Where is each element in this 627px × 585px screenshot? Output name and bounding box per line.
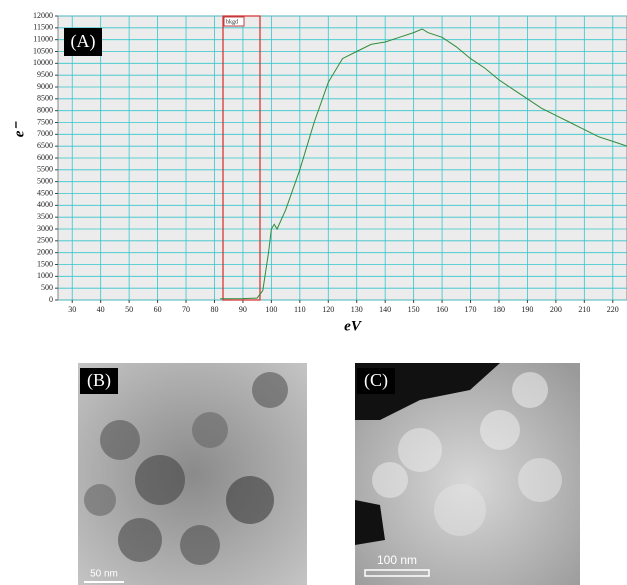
tem-image-c: (C) 100 nm (355, 363, 580, 585)
x-tick-label: 60 (154, 305, 162, 314)
x-tick-label: 140 (379, 305, 391, 314)
y-tick-label: 3500 (37, 212, 53, 221)
y-axis-label: e⁻ (11, 121, 27, 138)
x-tick-label: 70 (182, 305, 190, 314)
y-tick-label: 5500 (37, 165, 53, 174)
x-tick-label: 120 (322, 305, 334, 314)
x-tick-label: 110 (294, 305, 306, 314)
y-tick-label: 11500 (33, 23, 53, 32)
scale-bar-label: 50 nm (90, 569, 118, 580)
x-tick-label: 130 (351, 305, 363, 314)
x-tick-label: 150 (408, 305, 420, 314)
y-tick-label: 1000 (37, 271, 53, 280)
x-tick-label: 30 (68, 305, 76, 314)
y-tick-label: 10500 (33, 46, 53, 55)
image-label: (C) (364, 370, 388, 391)
panel-label-box (64, 28, 102, 56)
y-tick-label: 2500 (37, 236, 53, 245)
x-tick-label: 160 (436, 305, 448, 314)
x-tick-label: 40 (97, 305, 105, 314)
x-tick-label: 170 (465, 305, 477, 314)
window-label-box (223, 16, 245, 27)
y-tick-label: 7000 (37, 129, 53, 138)
y-tick-label: 2000 (37, 247, 53, 256)
x-tick-label: 180 (493, 305, 505, 314)
y-tick-label: 0 (49, 295, 53, 304)
x-tick-label: 210 (578, 305, 590, 314)
x-axis-label: eV (344, 318, 363, 334)
scale-bar-label: 100 nm (377, 553, 417, 567)
x-tick-label: 200 (550, 305, 562, 314)
x-tick-label: 80 (210, 305, 218, 314)
x-tick-label: 90 (239, 305, 247, 314)
y-tick-label: 10000 (33, 58, 53, 67)
panel-label: (A) (71, 31, 96, 52)
x-tick-label: 100 (265, 305, 277, 314)
y-tick-label: 1500 (37, 259, 53, 268)
y-tick-label: 6000 (37, 153, 53, 162)
x-tick-label: 50 (125, 305, 133, 314)
x-tick-label: 220 (607, 305, 619, 314)
x-tick-label: 190 (521, 305, 533, 314)
y-tick-label: 5000 (37, 176, 53, 185)
y-tick-label: 9500 (37, 70, 53, 79)
y-tick-label: 4000 (37, 200, 53, 209)
y-tick-label: 4500 (37, 188, 53, 197)
y-tick-label: 9000 (37, 82, 53, 91)
y-tick-label: 8000 (37, 105, 53, 114)
image-label: (B) (87, 370, 111, 391)
y-tick-label: 8500 (37, 94, 53, 103)
y-tick-label: 7500 (37, 117, 53, 126)
y-tick-label: 6500 (37, 141, 53, 150)
y-tick-label: 12000 (33, 11, 53, 20)
y-tick-label: 11000 (33, 34, 53, 43)
window-label: bkgd (226, 19, 238, 25)
tem-image-b: (B) 50 nm (78, 363, 307, 585)
spectrum-line (220, 28, 627, 300)
background-window (222, 15, 261, 301)
y-tick-label: 3000 (37, 224, 53, 233)
y-tick-label: 500 (41, 283, 53, 292)
